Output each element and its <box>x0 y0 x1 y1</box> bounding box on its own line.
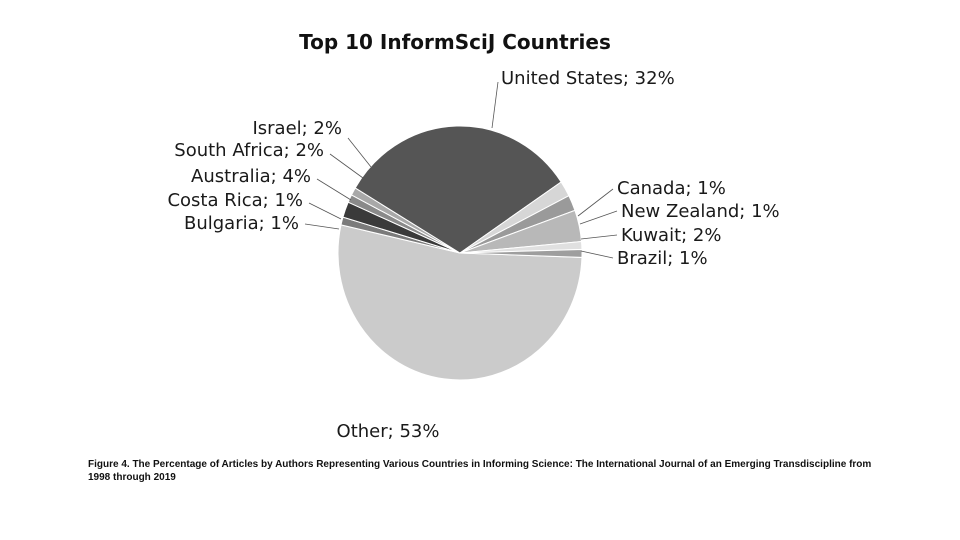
slice-labels: Other; 53% Brazil; 1%Kuwait; 2% New Zealan… <box>167 68 779 442</box>
leader-line-australia <box>316 178 352 201</box>
slice-label-israel: Israel; 2% <box>252 118 342 139</box>
figure-caption: Figure 4. The Percentage of Articles by … <box>88 459 872 483</box>
slice-label-south-africa: South Africa; 2% <box>174 140 324 161</box>
pie-slices <box>337 125 583 381</box>
slice-label-united-states: United States; 32% <box>501 68 675 89</box>
leader-lines <box>304 81 618 259</box>
leader-line-israel <box>347 137 372 168</box>
leader-line-south-africa <box>329 153 364 179</box>
slice-label-brazil: Brazil; 1% <box>617 248 708 269</box>
leader-line-kuwait <box>580 234 618 240</box>
pie-slice-other <box>337 224 583 381</box>
slice-label-kuwait: Kuwait; 2% <box>621 225 721 246</box>
leader-line-canada <box>577 188 614 217</box>
leader-line-brazil <box>580 250 614 259</box>
slice-label-australia: Australia; 4% <box>191 166 311 187</box>
chart-title: Top 10 InformSciJ Countries <box>299 30 611 54</box>
slice-label-new-zealand: New Zealand; 1% <box>621 201 780 222</box>
pie-slice-bulgaria <box>459 248 583 258</box>
leader-line-bulgaria <box>304 223 340 230</box>
pie-slice-united-states <box>354 125 562 254</box>
slice-label-bulgaria: Bulgaria; 1% <box>184 213 299 234</box>
slice-label-costa-rica: Costa Rica; 1% <box>167 190 303 211</box>
leader-line-costa-rica <box>308 202 342 220</box>
slice-label-other: Other; 53% <box>337 421 440 442</box>
slice-label-canada: Canada; 1% <box>617 178 726 199</box>
leader-line-new-zealand <box>579 210 618 225</box>
leader-line-united-states <box>491 81 499 129</box>
